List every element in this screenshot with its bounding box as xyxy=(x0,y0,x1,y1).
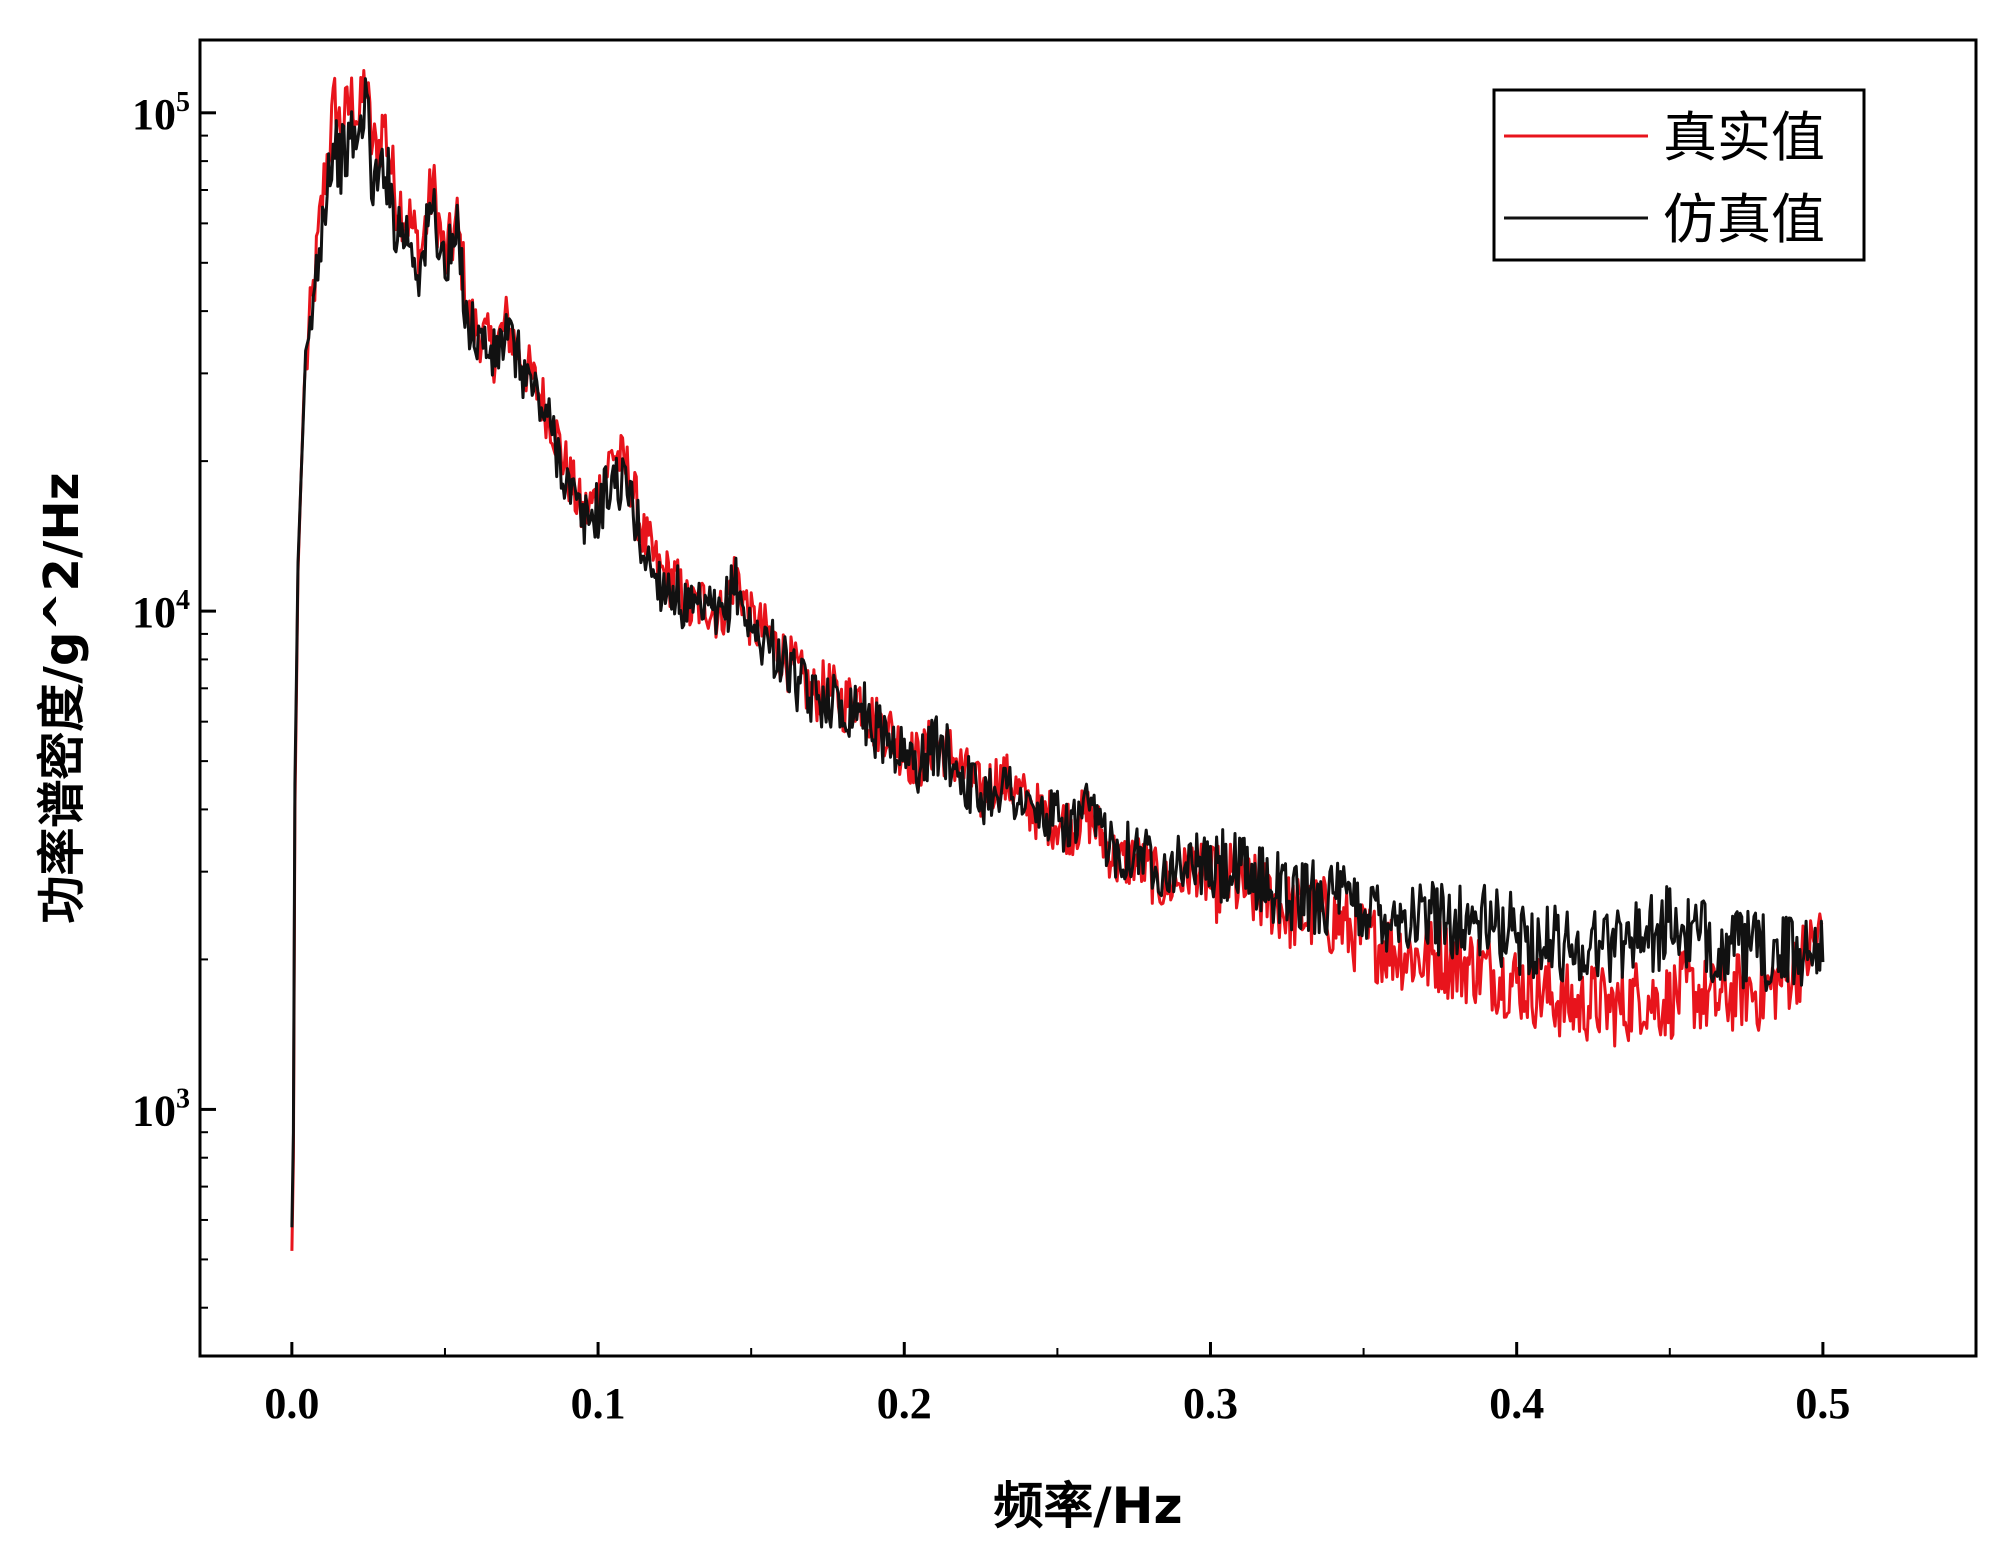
legend-label-simulated: 仿真值 xyxy=(1663,188,1825,251)
legend: 真实值 仿真值 xyxy=(1492,88,1866,262)
x-tick-label: 0.0 xyxy=(264,1379,319,1428)
x-tick-label: 0.1 xyxy=(571,1379,626,1428)
series-line-simulated xyxy=(290,77,1825,1228)
y-tick-label: 105 xyxy=(132,87,190,139)
plot-series xyxy=(290,69,1825,1251)
legend-box xyxy=(1492,88,1866,262)
x-tick-label: 0.5 xyxy=(1795,1379,1850,1428)
x-tick-label: 0.3 xyxy=(1183,1379,1238,1428)
plot-frame xyxy=(198,38,1978,1358)
x-axis-title: 频率/Hz xyxy=(993,1477,1182,1535)
legend-label-true: 真实值 xyxy=(1663,106,1825,169)
y-axis-title: 功率谱密度/g^2/Hz xyxy=(34,472,90,923)
x-tick-label: 0.2 xyxy=(877,1379,932,1428)
y-tick-label: 103 xyxy=(132,1083,190,1135)
y-axis: 103 104 105 xyxy=(132,87,216,1309)
x-axis: 0.0 0.1 0.2 0.3 0.4 0.5 xyxy=(264,1342,1977,1428)
x-tick-label: 0.4 xyxy=(1489,1379,1544,1428)
y-tick-label: 104 xyxy=(132,585,190,637)
